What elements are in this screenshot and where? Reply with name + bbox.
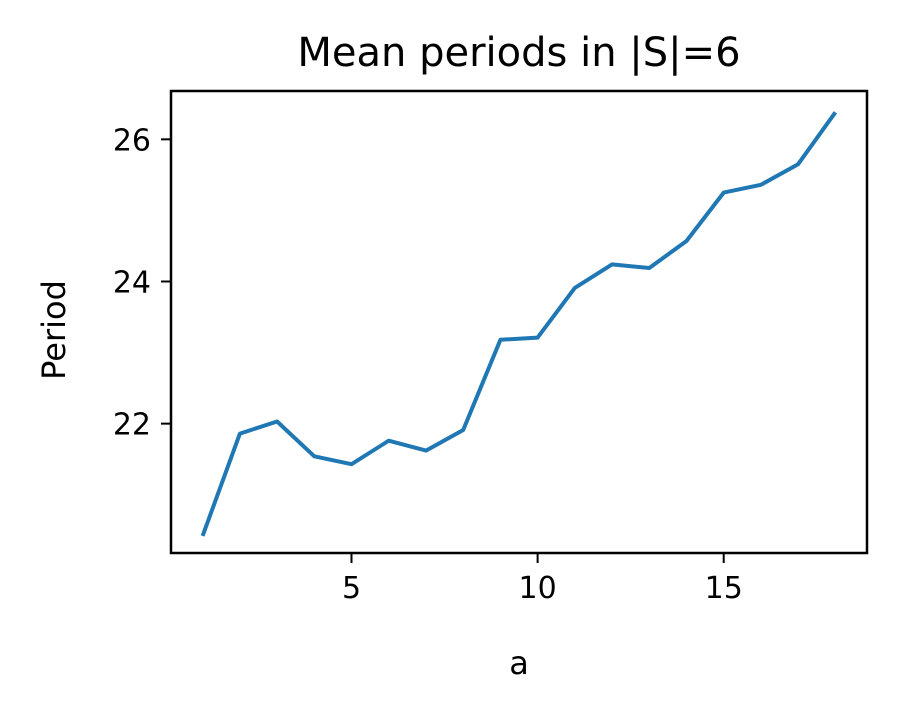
data-point-0-7 xyxy=(463,430,464,431)
x-axis-label: a xyxy=(509,644,529,682)
data-point-0-3 xyxy=(314,456,315,457)
x-tick-label-2: 15 xyxy=(705,571,743,606)
x-tick-label-0: 5 xyxy=(342,571,361,606)
y-tick-label-0: 22 xyxy=(113,408,151,443)
y-tick-label-1: 24 xyxy=(113,265,151,300)
data-point-0-14 xyxy=(723,192,724,193)
chart-title: Mean periods in |S|=6 xyxy=(297,30,740,76)
y-axis-label: Period xyxy=(35,280,73,380)
data-point-0-0 xyxy=(202,535,203,536)
data-point-0-4 xyxy=(351,464,352,465)
data-point-0-8 xyxy=(500,339,501,340)
data-point-0-16 xyxy=(798,164,799,165)
data-point-0-10 xyxy=(574,287,575,288)
data-point-0-6 xyxy=(425,450,426,451)
data-point-0-5 xyxy=(388,440,389,441)
data-point-0-11 xyxy=(612,264,613,265)
data-point-0-13 xyxy=(686,240,687,241)
series-line-0 xyxy=(200,111,838,537)
data-point-0-15 xyxy=(760,184,761,185)
data-point-0-9 xyxy=(537,337,538,338)
data-point-0-17 xyxy=(835,112,836,113)
data-point-0-12 xyxy=(649,267,650,268)
y-tick-label-2: 26 xyxy=(113,123,151,158)
x-tick-label-1: 10 xyxy=(519,571,557,606)
plot-frame xyxy=(169,89,869,555)
data-point-0-2 xyxy=(277,421,278,422)
data-point-0-1 xyxy=(239,433,240,434)
